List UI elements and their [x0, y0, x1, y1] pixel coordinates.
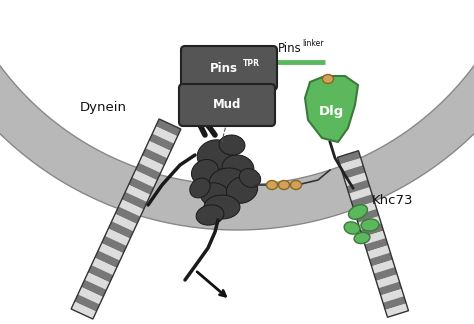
Ellipse shape — [279, 180, 290, 190]
Polygon shape — [376, 274, 400, 288]
Ellipse shape — [209, 168, 247, 196]
Polygon shape — [385, 304, 409, 317]
Polygon shape — [369, 252, 392, 266]
Polygon shape — [349, 187, 372, 201]
Polygon shape — [358, 216, 381, 230]
Polygon shape — [122, 192, 147, 209]
Polygon shape — [88, 265, 113, 283]
Polygon shape — [367, 245, 390, 259]
Ellipse shape — [222, 155, 254, 181]
Ellipse shape — [348, 205, 367, 219]
Polygon shape — [101, 236, 127, 253]
Polygon shape — [360, 224, 383, 237]
Polygon shape — [95, 250, 120, 268]
Polygon shape — [91, 258, 117, 275]
Ellipse shape — [196, 205, 224, 225]
Polygon shape — [74, 294, 100, 312]
Polygon shape — [98, 243, 123, 260]
Ellipse shape — [197, 140, 233, 170]
Polygon shape — [381, 289, 404, 303]
FancyBboxPatch shape — [181, 46, 277, 90]
Polygon shape — [118, 199, 144, 217]
Ellipse shape — [200, 183, 230, 207]
Polygon shape — [0, 15, 474, 230]
Ellipse shape — [322, 75, 334, 84]
Polygon shape — [337, 151, 361, 165]
Polygon shape — [149, 133, 174, 151]
Text: linker: linker — [302, 39, 323, 48]
Polygon shape — [378, 282, 401, 295]
Text: Dlg: Dlg — [319, 106, 344, 119]
Polygon shape — [365, 238, 388, 252]
Text: Pins: Pins — [278, 41, 302, 54]
Polygon shape — [132, 170, 157, 188]
Polygon shape — [109, 221, 134, 239]
Ellipse shape — [226, 177, 258, 203]
Polygon shape — [344, 173, 368, 186]
Polygon shape — [374, 267, 397, 281]
Polygon shape — [342, 165, 365, 179]
Polygon shape — [152, 126, 177, 144]
Ellipse shape — [204, 195, 240, 219]
Polygon shape — [115, 207, 140, 224]
Ellipse shape — [191, 159, 219, 185]
Ellipse shape — [239, 168, 261, 187]
Ellipse shape — [219, 135, 245, 155]
Polygon shape — [81, 280, 107, 297]
Polygon shape — [136, 163, 161, 180]
Polygon shape — [351, 194, 374, 208]
Polygon shape — [156, 119, 181, 136]
Ellipse shape — [291, 180, 301, 190]
Text: Dynein: Dynein — [80, 101, 127, 114]
Polygon shape — [139, 156, 164, 173]
Ellipse shape — [354, 232, 370, 244]
Polygon shape — [305, 76, 358, 142]
Text: TPR: TPR — [243, 59, 260, 67]
Ellipse shape — [361, 219, 379, 231]
Polygon shape — [356, 209, 379, 223]
Polygon shape — [346, 180, 370, 194]
Polygon shape — [112, 214, 137, 231]
Ellipse shape — [344, 222, 360, 234]
Polygon shape — [71, 302, 96, 319]
Text: Mud: Mud — [213, 98, 241, 111]
Polygon shape — [340, 158, 363, 172]
Polygon shape — [128, 178, 154, 195]
Polygon shape — [372, 260, 395, 274]
Polygon shape — [125, 185, 150, 202]
Polygon shape — [85, 272, 110, 290]
Polygon shape — [354, 202, 377, 215]
Polygon shape — [363, 231, 386, 245]
Polygon shape — [383, 296, 406, 310]
Ellipse shape — [266, 180, 277, 190]
Polygon shape — [105, 228, 130, 246]
FancyBboxPatch shape — [179, 84, 275, 126]
Text: Khc73: Khc73 — [372, 193, 413, 206]
Polygon shape — [78, 287, 103, 305]
Polygon shape — [146, 141, 171, 158]
Ellipse shape — [190, 178, 210, 198]
Polygon shape — [142, 148, 167, 166]
Text: Pins: Pins — [210, 62, 238, 75]
